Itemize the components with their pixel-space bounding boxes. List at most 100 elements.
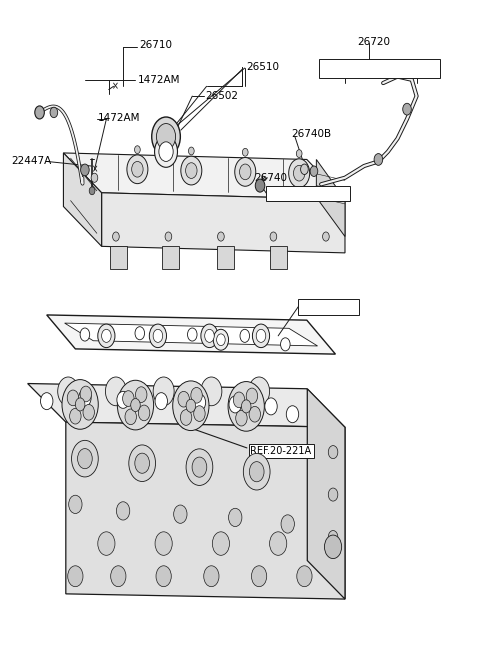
Circle shape: [178, 392, 190, 407]
Circle shape: [193, 394, 205, 411]
Circle shape: [186, 449, 213, 485]
Circle shape: [286, 405, 299, 422]
Circle shape: [152, 117, 180, 156]
FancyBboxPatch shape: [319, 59, 441, 79]
Circle shape: [62, 380, 98, 429]
Circle shape: [83, 405, 95, 420]
Circle shape: [212, 532, 229, 556]
Polygon shape: [217, 247, 234, 269]
Text: 1472AM: 1472AM: [137, 75, 180, 85]
Circle shape: [173, 381, 209, 430]
Circle shape: [204, 329, 214, 342]
Circle shape: [149, 324, 167, 348]
Circle shape: [155, 136, 178, 167]
Circle shape: [265, 398, 277, 415]
Polygon shape: [28, 384, 345, 427]
Circle shape: [213, 329, 228, 350]
Text: 1472AM: 1472AM: [98, 113, 140, 123]
Circle shape: [242, 148, 248, 156]
Text: 1472AV: 1472AV: [324, 64, 361, 73]
Text: 1472AK: 1472AK: [384, 64, 422, 73]
Circle shape: [159, 142, 173, 161]
Circle shape: [300, 164, 308, 174]
Circle shape: [111, 565, 126, 586]
Text: 26720: 26720: [357, 37, 390, 47]
Circle shape: [153, 329, 163, 342]
Circle shape: [252, 565, 267, 586]
Circle shape: [310, 166, 318, 176]
Circle shape: [236, 410, 247, 426]
Circle shape: [98, 324, 115, 348]
Circle shape: [201, 377, 222, 405]
Circle shape: [191, 388, 202, 403]
Circle shape: [188, 328, 197, 341]
Circle shape: [192, 457, 207, 477]
Circle shape: [70, 408, 81, 424]
Text: 26740B: 26740B: [291, 129, 331, 139]
Polygon shape: [110, 247, 127, 269]
Polygon shape: [47, 315, 336, 354]
Circle shape: [75, 398, 85, 411]
Circle shape: [58, 377, 79, 405]
Circle shape: [80, 386, 92, 402]
Circle shape: [201, 324, 218, 348]
Circle shape: [296, 150, 302, 157]
Circle shape: [243, 453, 270, 490]
Circle shape: [69, 495, 82, 514]
Circle shape: [78, 449, 92, 468]
Text: 26502: 26502: [205, 91, 239, 101]
Circle shape: [252, 324, 270, 348]
Circle shape: [135, 453, 149, 473]
Circle shape: [135, 327, 144, 340]
Circle shape: [102, 329, 111, 342]
Circle shape: [122, 391, 134, 406]
Circle shape: [217, 232, 224, 241]
Circle shape: [134, 146, 140, 154]
Circle shape: [293, 165, 305, 181]
Text: 22410A: 22410A: [270, 188, 310, 198]
Circle shape: [156, 565, 171, 586]
Circle shape: [155, 532, 172, 556]
Text: 22447A: 22447A: [11, 156, 51, 167]
Polygon shape: [63, 153, 102, 247]
Circle shape: [80, 328, 90, 341]
Circle shape: [98, 532, 115, 556]
Circle shape: [116, 502, 130, 520]
Circle shape: [40, 393, 53, 409]
Circle shape: [235, 157, 256, 186]
Circle shape: [132, 161, 143, 177]
Polygon shape: [66, 422, 345, 599]
Circle shape: [281, 515, 294, 533]
Circle shape: [135, 387, 147, 403]
Circle shape: [249, 406, 261, 422]
FancyBboxPatch shape: [266, 186, 350, 201]
Circle shape: [270, 232, 277, 241]
Circle shape: [233, 392, 245, 407]
Circle shape: [156, 123, 176, 150]
Circle shape: [228, 382, 264, 431]
Circle shape: [228, 508, 242, 527]
Circle shape: [113, 232, 119, 241]
Polygon shape: [270, 247, 287, 269]
Circle shape: [117, 392, 129, 408]
Polygon shape: [316, 159, 345, 237]
Circle shape: [181, 156, 202, 185]
Circle shape: [255, 179, 265, 192]
Circle shape: [241, 400, 251, 413]
Circle shape: [249, 377, 270, 405]
Circle shape: [131, 399, 140, 411]
Circle shape: [79, 390, 91, 406]
Text: 26740: 26740: [254, 173, 288, 183]
Circle shape: [328, 531, 338, 544]
Polygon shape: [102, 193, 345, 253]
Circle shape: [72, 440, 98, 477]
Circle shape: [186, 163, 197, 178]
Circle shape: [194, 405, 205, 421]
Polygon shape: [63, 153, 345, 199]
Circle shape: [127, 155, 148, 184]
FancyBboxPatch shape: [298, 298, 360, 315]
Circle shape: [138, 405, 150, 420]
Circle shape: [246, 388, 258, 404]
Circle shape: [204, 565, 219, 586]
Text: REF.20-221A: REF.20-221A: [251, 446, 312, 456]
